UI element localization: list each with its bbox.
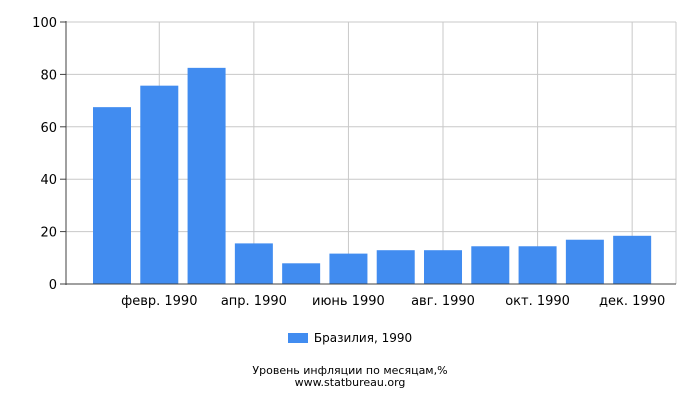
bar-11 [565, 239, 604, 284]
legend: Бразилия, 1990 [0, 331, 700, 345]
y-tick-label-5: 100 [32, 16, 57, 31]
bar-8 [424, 250, 463, 284]
y-tick-label-2: 40 [40, 173, 57, 188]
x-tick-label-1: февр. 1990 [121, 294, 197, 309]
bar-7 [376, 250, 415, 284]
x-tick-label-9: окт. 1990 [505, 294, 570, 309]
bar-12 [613, 235, 652, 284]
bar-1 [93, 107, 131, 285]
y-tick-label-3: 60 [40, 121, 57, 136]
legend-label: Бразилия, 1990 [313, 331, 413, 345]
x-tick-label-11: дек. 1990 [599, 294, 665, 309]
y-tick-label-0: 0 [49, 278, 57, 293]
y-tick-label-4: 80 [40, 68, 57, 83]
bar-10 [518, 246, 557, 284]
bar-4 [234, 243, 273, 284]
y-tick-label-1: 20 [40, 226, 57, 241]
bar-5 [282, 263, 321, 284]
bar-9 [471, 246, 510, 284]
x-tick-label-3: апр. 1990 [221, 294, 287, 309]
legend-swatch [287, 333, 308, 343]
x-tick-label-5: июнь 1990 [312, 294, 385, 309]
x-tick-label-7: авг. 1990 [411, 294, 475, 309]
source-url: www.statbureau.org [294, 376, 406, 389]
chart-caption: Уровень инфляции по месяцам,% [252, 364, 448, 377]
bar-2 [140, 85, 179, 284]
bar-3 [187, 67, 226, 284]
bar-6 [329, 253, 368, 284]
